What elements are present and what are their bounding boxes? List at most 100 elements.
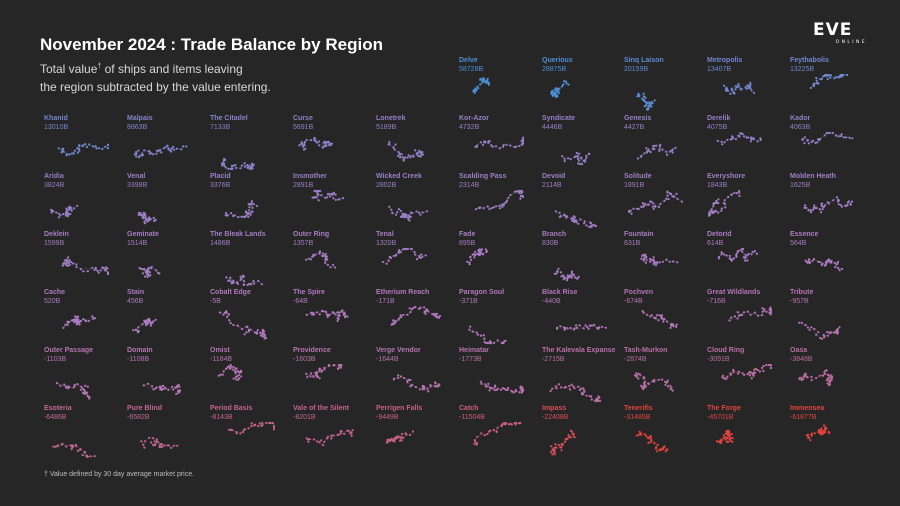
system-node: [551, 387, 554, 390]
system-node: [144, 275, 147, 278]
system-node: [72, 386, 75, 389]
system-node: [644, 96, 647, 99]
map-link: [729, 256, 737, 259]
system-node: [802, 378, 805, 381]
region-map: [553, 267, 580, 282]
system-node: [148, 152, 151, 155]
system-node: [399, 375, 402, 378]
system-node: [801, 137, 804, 140]
region-map: [798, 369, 834, 387]
system-node: [420, 151, 423, 154]
system-node: [520, 191, 523, 195]
system-node: [828, 331, 831, 334]
system-node: [408, 219, 411, 222]
system-node: [406, 313, 409, 316]
system-node: [101, 147, 104, 151]
system-node: [256, 329, 259, 332]
system-node: [243, 162, 246, 165]
system-node: [569, 326, 572, 330]
system-node: [438, 384, 441, 387]
system-node: [171, 385, 174, 388]
system-node: [822, 424, 826, 427]
map-link: [729, 318, 738, 321]
system-node: [836, 332, 839, 335]
system-node: [480, 248, 484, 251]
system-node: [728, 254, 731, 258]
system-node: [658, 261, 661, 264]
region-cell-solitude: Solitude 1891B: [624, 173, 704, 229]
system-node: [235, 378, 238, 381]
region-map: [305, 250, 337, 269]
system-node: [222, 313, 225, 316]
system-node: [733, 191, 736, 195]
system-node: [61, 264, 64, 267]
system-node: [832, 199, 835, 202]
system-node: [78, 144, 81, 147]
system-node: [84, 392, 87, 395]
system-node: [401, 156, 404, 159]
region-name: Outer Ring: [293, 231, 330, 238]
system-node: [646, 107, 649, 110]
system-node: [828, 431, 831, 435]
system-node: [249, 167, 252, 171]
system-node: [71, 319, 75, 322]
system-node: [479, 380, 482, 383]
system-node: [554, 443, 557, 446]
system-node: [650, 439, 653, 442]
system-node: [648, 260, 652, 263]
system-node: [827, 374, 830, 377]
system-node: [261, 421, 264, 425]
system-node: [309, 372, 313, 375]
region-map: [218, 310, 268, 340]
system-node: [143, 446, 146, 449]
system-node: [419, 306, 422, 309]
system-node: [234, 163, 237, 167]
system-node: [144, 322, 148, 325]
chart-subtitle: Total value† of ships and items leaving …: [40, 58, 271, 96]
system-node: [560, 275, 563, 278]
system-node: [89, 455, 92, 458]
system-node: [561, 85, 564, 88]
system-node: [487, 83, 490, 86]
system-node: [468, 328, 471, 331]
system-node: [652, 256, 655, 259]
system-node: [468, 261, 471, 264]
system-node: [720, 140, 723, 143]
subtitle-part1: Total value: [40, 62, 98, 76]
system-node: [259, 334, 263, 337]
system-node: [73, 318, 76, 321]
region-map: [142, 382, 182, 395]
system-node: [328, 195, 332, 198]
system-node: [659, 202, 662, 206]
system-node: [839, 73, 842, 77]
system-node: [320, 439, 323, 442]
system-node: [562, 275, 565, 278]
region-cell-kor-azor: Kor-Azor 4732B: [459, 115, 539, 171]
system-node: [257, 279, 260, 282]
system-node: [170, 147, 173, 150]
system-node: [741, 132, 744, 135]
system-node: [844, 205, 847, 208]
region-cell-verge-vendor: Verge Vendor -1644B: [376, 347, 456, 403]
map-link: [804, 205, 811, 211]
system-node: [229, 321, 232, 325]
system-node: [658, 145, 662, 148]
system-node: [717, 198, 720, 201]
region-cell-tenal: Tenal 1320B: [376, 231, 456, 287]
system-node: [834, 266, 837, 269]
system-node: [509, 194, 512, 197]
system-node: [470, 258, 473, 261]
region-map: [728, 306, 773, 322]
system-node: [518, 191, 521, 195]
system-node: [488, 386, 491, 389]
system-node: [746, 310, 749, 313]
system-node: [76, 147, 79, 150]
system-node: [330, 142, 334, 145]
system-node: [641, 202, 644, 205]
system-node: [553, 453, 557, 456]
system-node: [564, 326, 567, 329]
system-node: [823, 428, 826, 431]
region-name: Pure Blind: [127, 405, 163, 412]
system-node: [567, 157, 570, 160]
system-node: [468, 263, 471, 266]
